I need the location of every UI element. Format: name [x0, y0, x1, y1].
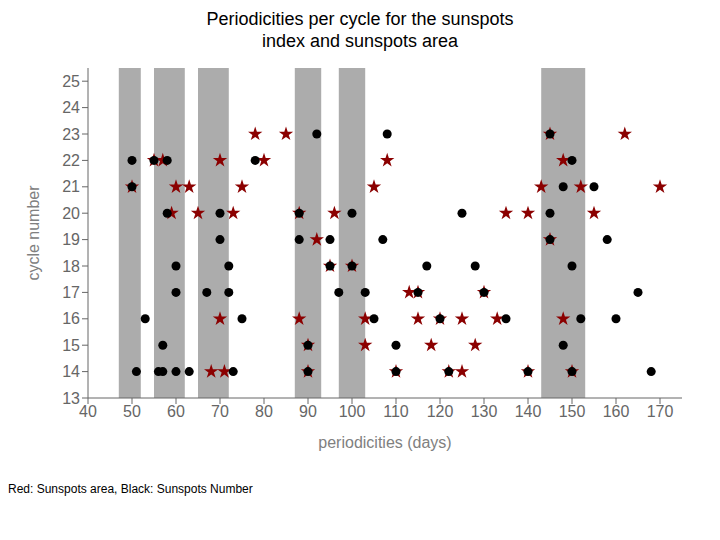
- svg-text:130: 130: [471, 403, 498, 420]
- svg-text:90: 90: [299, 403, 317, 420]
- svg-text:110: 110: [383, 403, 409, 420]
- svg-text:160: 160: [603, 403, 630, 420]
- svg-text:16: 16: [62, 310, 80, 327]
- svg-text:14: 14: [62, 363, 80, 380]
- svg-text:13: 13: [62, 390, 80, 407]
- svg-text:15: 15: [62, 337, 80, 354]
- svg-text:80: 80: [255, 403, 273, 420]
- svg-text:170: 170: [647, 403, 674, 420]
- svg-text:25: 25: [62, 73, 80, 90]
- svg-text:cycle number: cycle number: [25, 185, 42, 281]
- svg-text:120: 120: [427, 403, 454, 420]
- svg-text:40: 40: [79, 403, 97, 420]
- svg-text:150: 150: [559, 403, 586, 420]
- svg-text:22: 22: [62, 152, 80, 169]
- svg-text:60: 60: [167, 403, 185, 420]
- svg-text:17: 17: [62, 284, 80, 301]
- svg-text:140: 140: [515, 403, 542, 420]
- svg-text:50: 50: [123, 403, 141, 420]
- svg-text:70: 70: [211, 403, 229, 420]
- svg-text:periodicities (days): periodicities (days): [318, 434, 451, 451]
- svg-text:24: 24: [62, 99, 80, 116]
- html-text:Periodicities per cycle for th: Periodicities per cycle for the sunspots…: [206, 9, 514, 51]
- svg-text:20: 20: [62, 205, 80, 222]
- svg-text:100: 100: [339, 403, 366, 420]
- svg-text:19: 19: [62, 231, 80, 248]
- svg-text:23: 23: [62, 126, 80, 143]
- svg-text:21: 21: [62, 178, 80, 195]
- html-text:Red: Sunspots area, Black: Sun: Red: Sunspots area, Black: Sunspots Numb…: [8, 482, 253, 496]
- svg-text:18: 18: [62, 258, 80, 275]
